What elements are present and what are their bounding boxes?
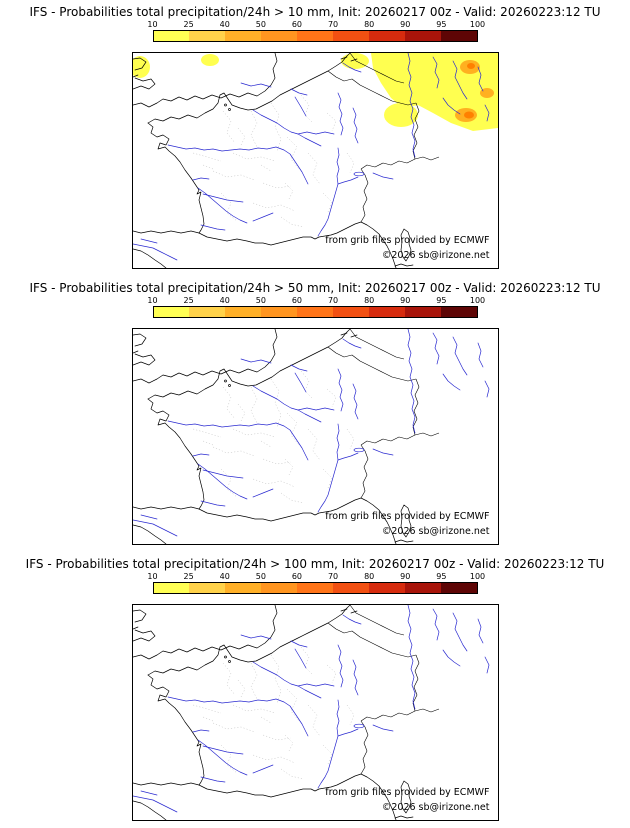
colorbar-tick-label: 100 xyxy=(469,20,486,29)
attribution-ecmwf: from grib files provided by ECMWF xyxy=(325,787,490,798)
colorbar-tick-label: 95 xyxy=(436,572,447,581)
attribution-ecmwf: from grib files provided by ECMWF xyxy=(325,511,490,522)
colorbar-tick-label: 40 xyxy=(219,572,230,581)
colorbar-tick-label: 40 xyxy=(219,20,230,29)
colorbar-tick-label: 70 xyxy=(327,296,339,305)
colorbar-tick-label: 70 xyxy=(327,572,339,581)
colorbar-tick-label: 60 xyxy=(291,20,303,29)
colorbar-tick-label: 25 xyxy=(183,572,194,581)
attribution-copyright: ©2026 sb@irizone.net xyxy=(381,250,490,261)
colorbar-tick-label: 100 xyxy=(469,572,486,581)
panel-precip-gt-100mm: IFS - Probabilities total precipitation/… xyxy=(0,552,630,828)
colorbar-tick-label: 95 xyxy=(436,296,447,305)
map-france: from grib files provided by ECMWF ©2026 … xyxy=(131,604,499,821)
colorbar-tick-label: 60 xyxy=(291,572,303,581)
colorbar-tick-label: 50 xyxy=(255,20,266,29)
colorbar-tick-label: 10 xyxy=(147,572,158,581)
colorbar-tick-label: 60 xyxy=(291,296,303,305)
panel-precip-gt-50mm: IFS - Probabilities total precipitation/… xyxy=(0,276,630,552)
panel-title: IFS - Probabilities total precipitation/… xyxy=(29,281,601,295)
colorbar-labels: 10 25 40 50 60 70 80 90 95 100 xyxy=(147,296,485,306)
colorbar-tick-label: 90 xyxy=(400,20,411,29)
colorbar-labels: 10 25 40 50 60 70 80 90 95 100 xyxy=(147,572,485,582)
colorbar-tick-label: 95 xyxy=(436,20,447,29)
colorbar-tick-label: 25 xyxy=(183,20,194,29)
colorbar-tick-label: 25 xyxy=(183,296,194,305)
colorbar-tick-label: 80 xyxy=(364,572,375,581)
colorbar-gradient xyxy=(152,306,478,318)
panel-precip-gt-10mm: IFS - Probabilities total precipitation/… xyxy=(0,0,630,276)
probability-colorbar: 10 25 40 50 60 70 80 90 95 100 xyxy=(147,572,485,594)
colorbar-tick-label: 80 xyxy=(364,296,375,305)
attribution-copyright: ©2026 sb@irizone.net xyxy=(381,802,490,813)
colorbar-tick-label: 80 xyxy=(364,20,375,29)
colorbar-tick-label: 90 xyxy=(400,572,411,581)
attribution-copyright: ©2026 sb@irizone.net xyxy=(381,526,490,537)
colorbar-tick-label: 50 xyxy=(255,296,266,305)
colorbar-gradient xyxy=(152,582,478,594)
colorbar-tick-label: 10 xyxy=(147,296,158,305)
probability-colorbar: 10 25 40 50 60 70 80 90 95 100 xyxy=(147,20,485,42)
map-france: from grib files provided by ECMWF ©2026 … xyxy=(131,52,499,269)
colorbar-tick-label: 70 xyxy=(327,20,339,29)
colorbar-labels: 10 25 40 50 60 70 80 90 95 100 xyxy=(147,20,485,30)
map-france: from grib files provided by ECMWF ©2026 … xyxy=(131,328,499,545)
colorbar-tick-label: 100 xyxy=(469,296,486,305)
probability-colorbar: 10 25 40 50 60 70 80 90 95 100 xyxy=(147,296,485,318)
colorbar-tick-label: 90 xyxy=(400,296,411,305)
colorbar-tick-label: 40 xyxy=(219,296,230,305)
panel-title: IFS - Probabilities total precipitation/… xyxy=(29,5,601,19)
attribution-ecmwf: from grib files provided by ECMWF xyxy=(325,235,490,246)
panel-title: IFS - Probabilities total precipitation/… xyxy=(25,557,605,571)
colorbar-tick-label: 10 xyxy=(147,20,158,29)
colorbar-tick-label: 50 xyxy=(255,572,266,581)
colorbar-gradient xyxy=(152,30,478,42)
